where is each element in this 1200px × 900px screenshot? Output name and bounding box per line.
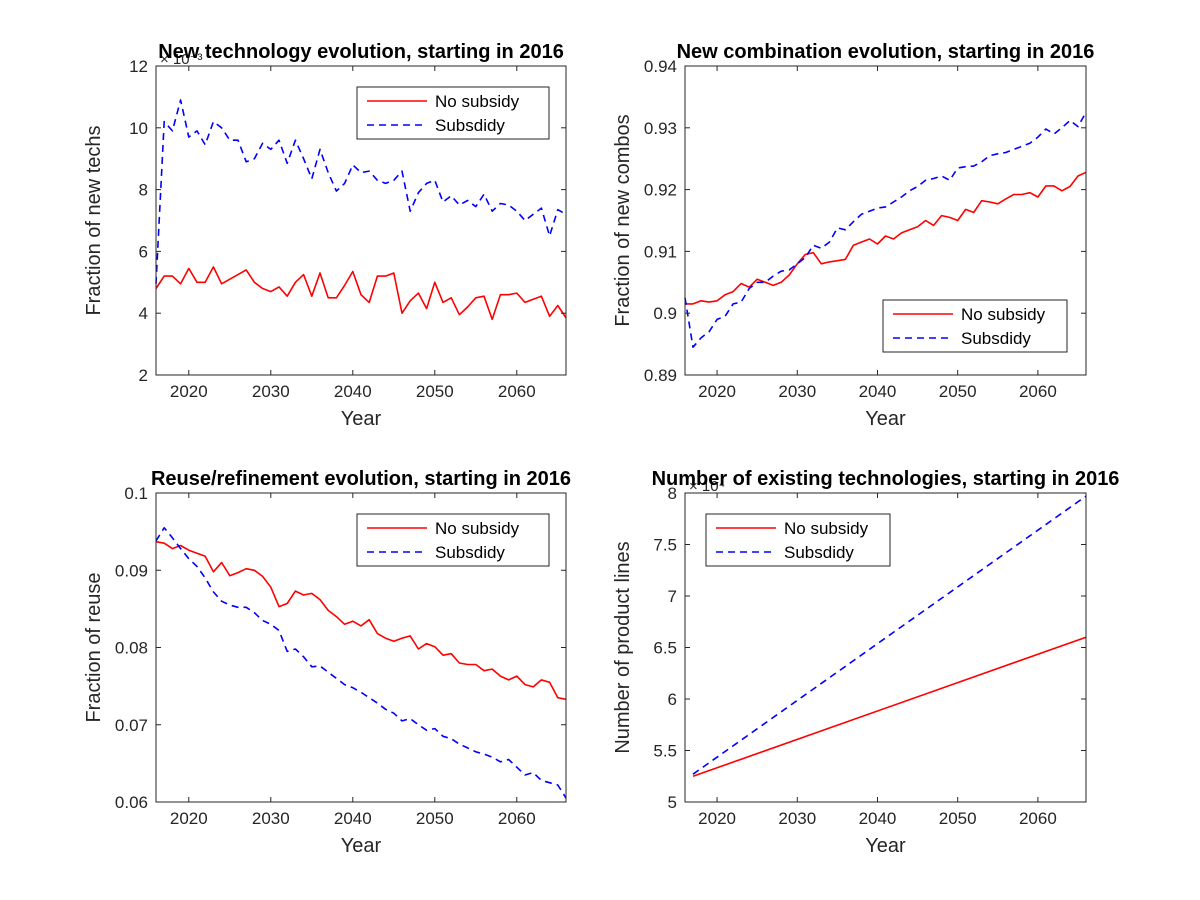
y-tick-label: 0.9 [653,304,677,323]
x-tick-label: 2050 [416,382,454,401]
x-tick-label: 2030 [778,382,816,401]
legend-label: Subsdidy [435,116,505,135]
y-tick-label: 0.09 [115,561,148,580]
y-tick-label: 0.08 [115,639,148,658]
y-tick-label: 0.92 [644,181,677,200]
y-tick-label: 7 [668,587,677,606]
x-tick-label: 2020 [698,382,736,401]
x-tick-label: 2060 [498,809,536,828]
new-tech-chart: 2020203020402050206024681012× 10⁻³New te… [83,41,566,430]
y-tick-label: 8 [139,181,148,200]
legend-label: No subsidy [784,519,869,538]
chart-title: Reuse/refinement evolution, starting in … [151,468,571,490]
x-tick-label: 2020 [170,382,208,401]
x-tick-label: 2060 [1019,382,1057,401]
y-tick-label: 0.1 [124,484,148,503]
x-tick-label: 2040 [334,809,372,828]
x-tick-label: 2020 [170,809,208,828]
legend-label: Subsdidy [784,543,854,562]
y-tick-label: 6.5 [653,639,677,658]
y-tick-label: 5 [668,793,677,812]
new-combo-chart: 2020 2030 2040 2050 2060 0.89 0.9 0.91 0.92 0.93 0… [612,41,1094,430]
legend-label: No subsidy [961,305,1046,324]
y-tick-label: 7.5 [653,536,677,555]
x-axis-label: Year [865,835,906,857]
x-tick-label: 2030 [252,382,290,401]
legend: No subsidy Subsdidy [706,514,890,566]
x-tick-label: 2040 [859,382,897,401]
y-tick-label: 0.93 [644,119,677,138]
chart-title: Number of existing technologies, startin… [652,468,1120,490]
x-axis-label: Year [341,835,382,857]
chart-title: New combination evolution, starting in 2… [677,41,1095,63]
legend-label: No subsidy [435,92,520,111]
y-tick-label: 0.07 [115,716,148,735]
reuse-chart: 2020 2030 2040 2050 2060 0.06 0.07 0.08 0.09 0.1R… [83,468,571,857]
x-tick-label: 2020 [698,809,736,828]
y-tick-label: 5.5 [653,742,677,761]
y-tick-label: 0.91 [644,242,677,261]
y-tick-label: 6 [139,242,148,261]
x-tick-label: 2030 [778,809,816,828]
y-axis-label: Fraction of new combos [612,114,634,326]
legend-label: Subsdidy [435,543,505,562]
y-tick-label: 12 [129,57,148,76]
y-tick-label: 10 [129,119,148,138]
legend-label: Subsdidy [961,329,1031,348]
x-tick-label: 2030 [252,809,290,828]
x-axis-label: Year [865,408,906,430]
y-tick-label: 0.94 [644,57,677,76]
x-tick-label: 2050 [416,809,454,828]
y-axis-label: Fraction of new techs [83,125,105,315]
x-tick-label: 2060 [1019,809,1057,828]
y-axis-label: Number of product lines [612,541,634,753]
chart-title: New technology evolution, starting in 20… [158,41,564,63]
legend-label: No subsidy [435,519,520,538]
x-tick-label: 2050 [939,382,977,401]
x-tick-label: 2040 [859,809,897,828]
y-tick-label: 0.06 [115,793,148,812]
existing-tech-chart: 2020203020402050206055.566.577.58× 10⁴Nu… [612,468,1119,857]
legend: No subsidy Subsdidy [357,514,549,566]
x-tick-label: 2060 [498,382,536,401]
x-tick-label: 2040 [334,382,372,401]
y-tick-label: 0.89 [644,366,677,385]
x-tick-label: 2050 [939,809,977,828]
y-tick-label: 4 [139,304,148,323]
legend: No subsidy Subsdidy [883,300,1067,352]
y-tick-label: 2 [139,366,148,385]
legend: No subsidy Subsdidy [357,87,549,139]
x-axis-label: Year [341,408,382,430]
y-axis-label: Fraction of reuse [83,572,105,722]
y-tick-label: 6 [668,690,677,709]
